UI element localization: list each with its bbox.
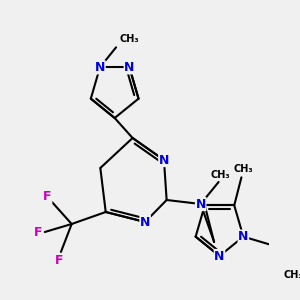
Text: N: N (196, 197, 206, 211)
Text: N: N (140, 215, 150, 229)
Text: CH₃: CH₃ (211, 170, 230, 180)
Text: CH₃: CH₃ (284, 270, 300, 280)
Text: CH₃: CH₃ (233, 164, 253, 174)
Text: F: F (55, 254, 63, 266)
Text: CH₃: CH₃ (120, 34, 139, 44)
Text: N: N (124, 61, 135, 74)
Text: N: N (95, 61, 105, 74)
Text: N: N (238, 230, 248, 243)
Text: F: F (33, 226, 42, 238)
Text: F: F (43, 190, 52, 203)
Text: N: N (159, 154, 169, 166)
Text: N: N (214, 250, 225, 262)
